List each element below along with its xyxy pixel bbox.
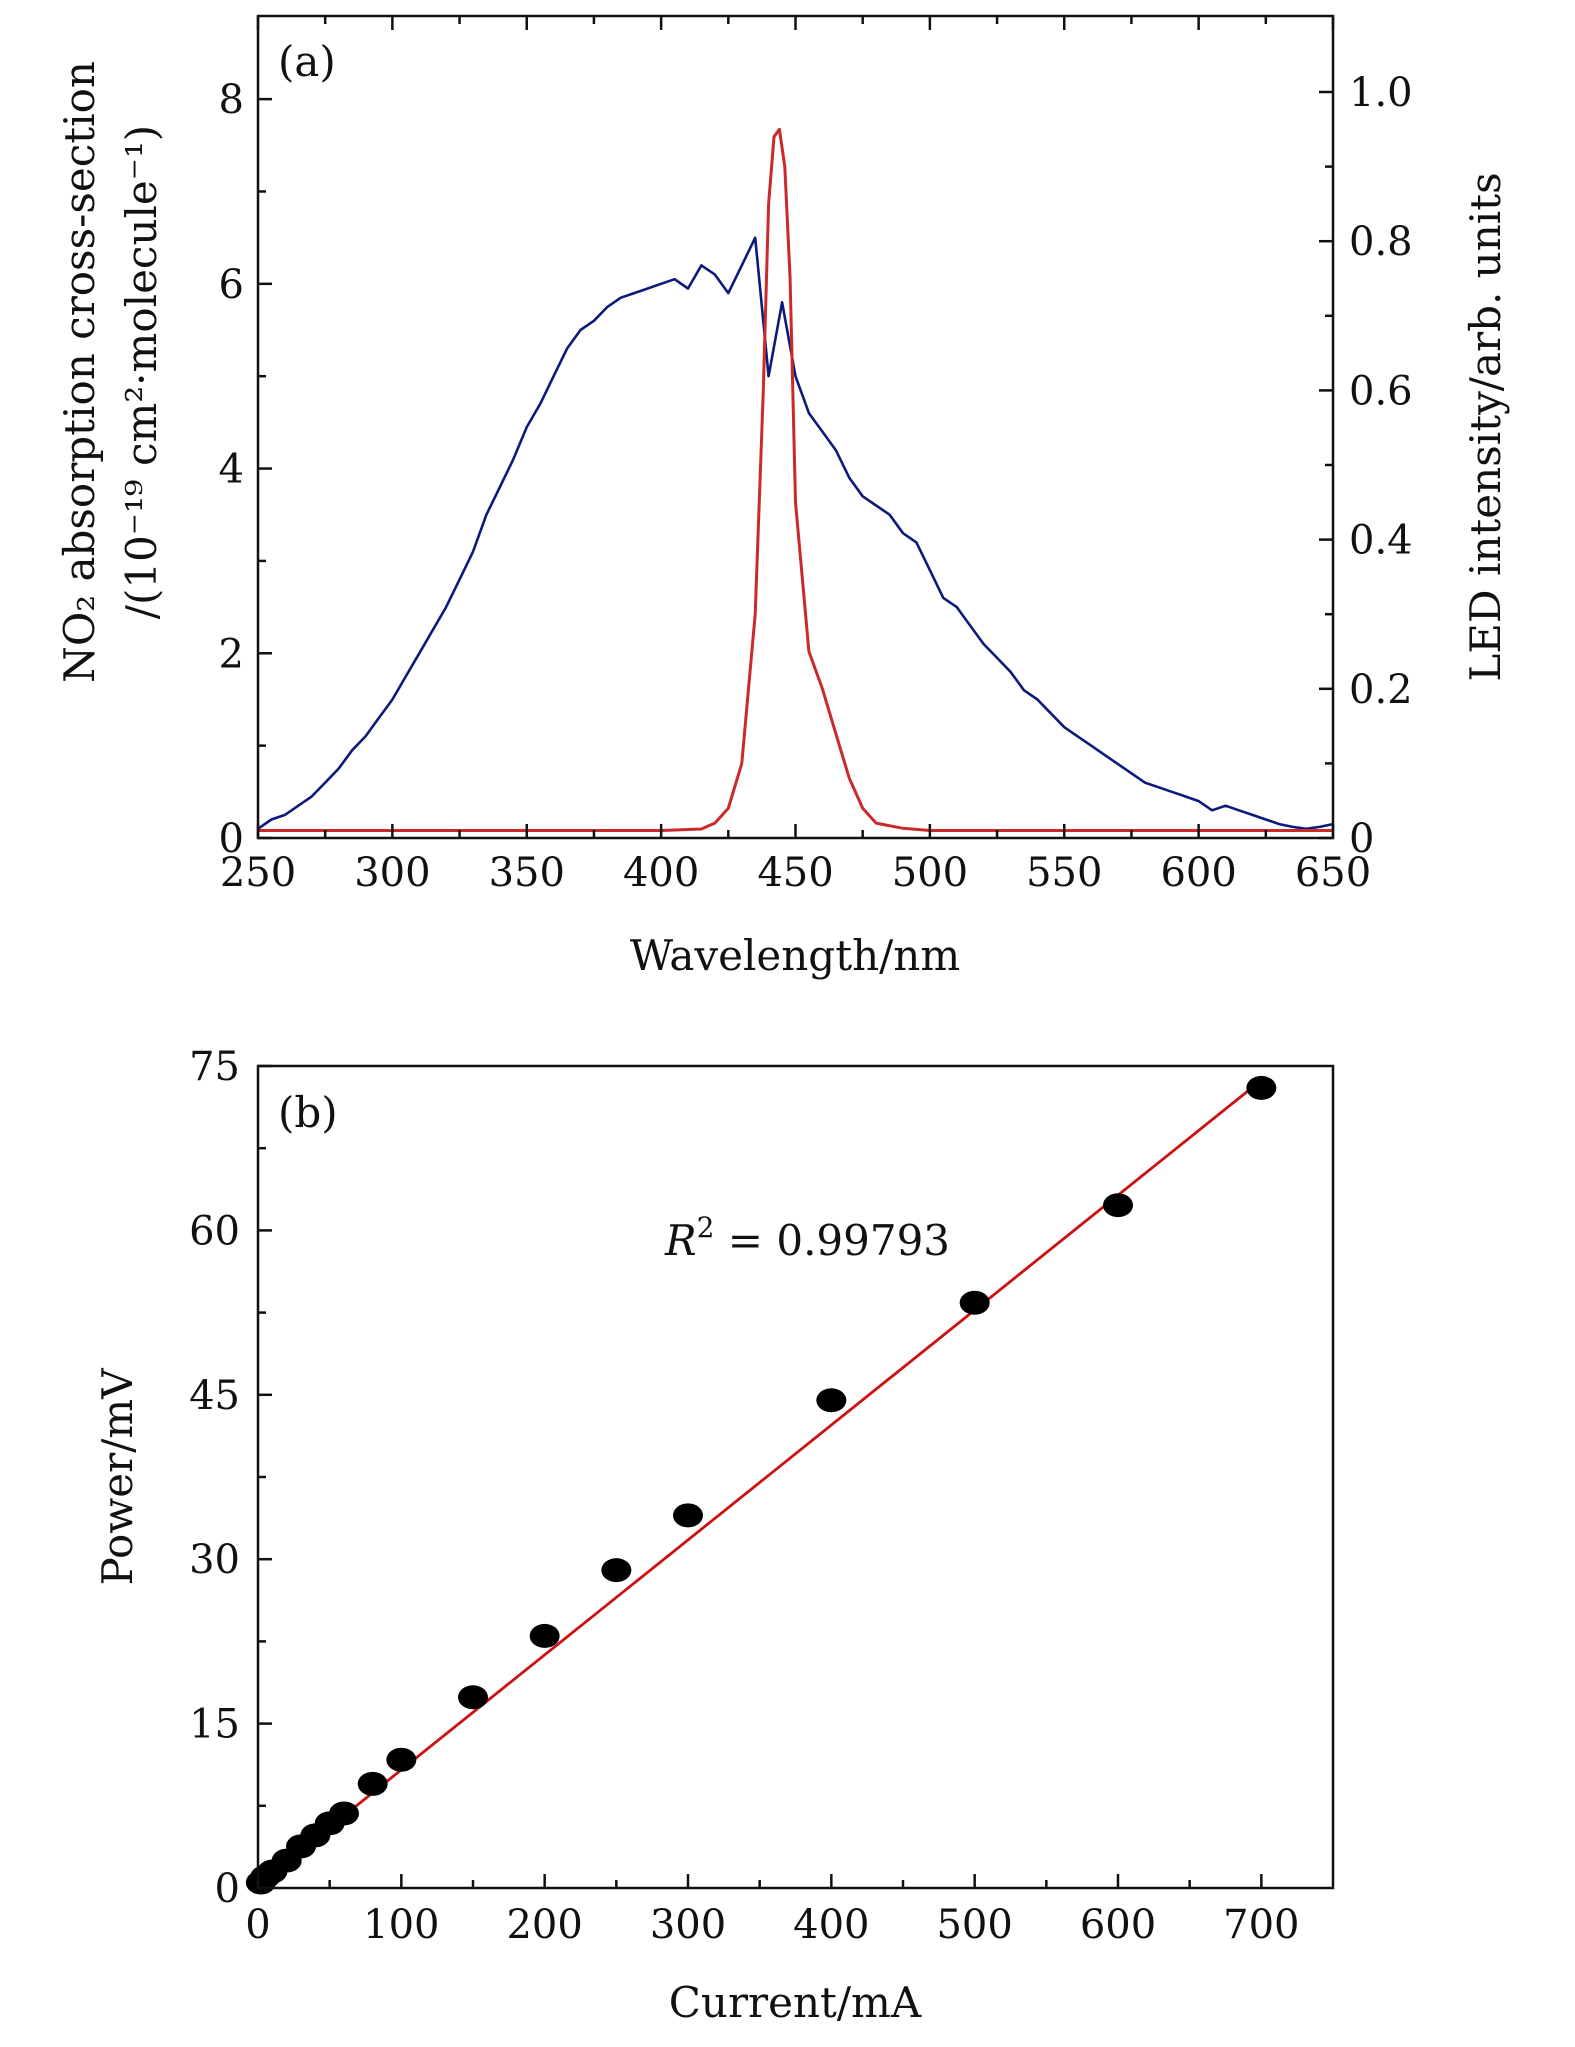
data-point xyxy=(329,1801,359,1826)
data-point xyxy=(601,1558,632,1583)
panel-b-y-axis-title: Power/mV xyxy=(93,1368,142,1586)
y2-tick-label: 0.4 xyxy=(1349,518,1413,564)
panel-b-x-axis-title: Current/mA xyxy=(669,1978,922,2027)
x-tick-label: 400 xyxy=(793,1902,869,1948)
data-point xyxy=(357,1771,388,1796)
linear-fit-line xyxy=(257,1079,1263,1886)
y-tick-label: 2 xyxy=(219,631,244,677)
x-tick-label: 700 xyxy=(1223,1902,1299,1948)
y-tick-label: 45 xyxy=(189,1373,240,1419)
r-value: = 0.99793 xyxy=(714,1216,950,1265)
x-tick-label: 200 xyxy=(506,1902,582,1948)
y2-tick-label: 0.8 xyxy=(1349,219,1413,265)
y2-tick-label: 0.6 xyxy=(1349,368,1413,414)
panel-b-plot-area xyxy=(245,1075,1277,1895)
data-point xyxy=(673,1503,703,1528)
x-tick-label: 300 xyxy=(354,850,430,896)
y-tick-label: 75 xyxy=(189,1044,240,1090)
data-point xyxy=(386,1747,417,1772)
x-tick-label: 600 xyxy=(1160,850,1236,896)
x-tick-label: 0 xyxy=(245,1902,270,1948)
absorption-cross-section-line xyxy=(257,236,1334,831)
panel-a-y-axis-title-line2: /(10⁻¹⁹ cm²·molecule⁻¹) xyxy=(117,125,166,619)
data-point xyxy=(816,1388,847,1413)
y-tick-label: 0 xyxy=(215,1866,240,1912)
x-tick-label: 250 xyxy=(220,850,296,896)
x-tick-label: 100 xyxy=(363,1902,439,1948)
data-point xyxy=(1246,1075,1277,1100)
y-tick-label: 8 xyxy=(219,77,244,123)
r-label: R xyxy=(664,1216,697,1265)
y-tick-label: 30 xyxy=(189,1537,240,1583)
x-tick-label: 500 xyxy=(936,1902,1012,1948)
y2-tick-label: 1.0 xyxy=(1349,70,1413,116)
y-tick-label: 4 xyxy=(219,447,244,493)
x-tick-label: 450 xyxy=(757,850,833,896)
panel-a-frame xyxy=(256,14,1335,840)
panel-a-x-axis-title: Wavelength/nm xyxy=(630,931,960,980)
panel-a-label: (a) xyxy=(278,37,336,86)
panel-a-y-axis-title-line1: NO₂ absorption cross-section xyxy=(55,61,104,683)
data-point xyxy=(1103,1193,1133,1218)
y-tick-label: 60 xyxy=(189,1208,240,1254)
data-point xyxy=(529,1623,560,1648)
led-intensity-line xyxy=(258,127,1333,832)
panel-a-plot-area xyxy=(257,127,1334,832)
x-tick-label: 400 xyxy=(623,850,699,896)
x-tick-label: 550 xyxy=(1026,850,1102,896)
panel-b-label: (b) xyxy=(278,1088,338,1137)
panel-b-annotation-r-squared: R2 = 0.99793 xyxy=(664,1211,950,1265)
y-tick-label: 6 xyxy=(219,262,244,308)
y-tick-label: 15 xyxy=(189,1702,240,1748)
y2-tick-label: 0.2 xyxy=(1349,667,1413,713)
panel-a: 250 300 350 400 450 500 550 600 6500246800.20.40… xyxy=(55,14,1510,980)
x-tick-label: 350 xyxy=(489,850,565,896)
panel-a-y2-axis-title: LED intensity/arb. units xyxy=(1461,172,1510,681)
x-tick-label: 650 xyxy=(1295,850,1371,896)
panel-b-ticks: 0 100 200 300 400 500 600 700 0 15 30 45 60 75 xyxy=(189,1044,1299,1948)
y2-tick-label: 0 xyxy=(1349,816,1374,862)
y-tick-label: 0 xyxy=(219,816,244,862)
data-point xyxy=(458,1685,488,1710)
panel-b: 0 100 200 300 400 500 600 700 0 15 30 45 60 75 (b) R2… xyxy=(93,1044,1335,2027)
x-tick-label: 500 xyxy=(892,850,968,896)
data-point xyxy=(959,1290,990,1315)
x-tick-label: 600 xyxy=(1080,1902,1156,1948)
panel-b-frame xyxy=(256,1064,1335,1890)
x-tick-label: 300 xyxy=(650,1902,726,1948)
r-superscript: 2 xyxy=(697,1211,715,1244)
panel-a-ticks: 250 300 350 400 450 500 550 600 6500246800.20.40… xyxy=(219,16,1413,896)
